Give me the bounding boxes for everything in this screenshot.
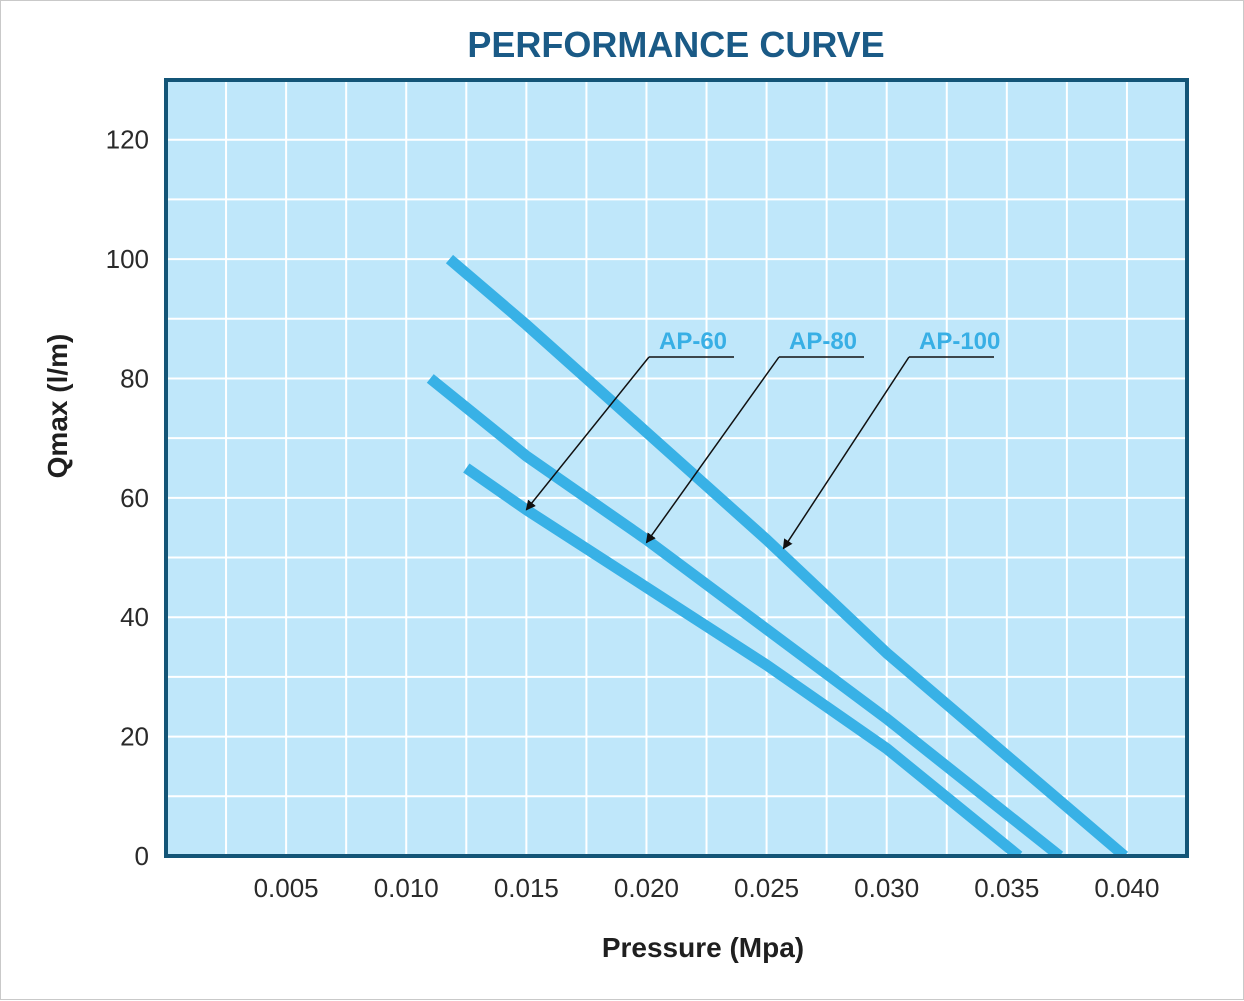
plot-frame: [164, 78, 1189, 858]
series-line-ap-80: [426, 374, 1064, 856]
y-tick-label: 60: [120, 483, 149, 513]
grid: [166, 80, 1187, 856]
y-axis-title: Qmax (l/m): [42, 334, 73, 479]
x-tick-label: 0.015: [494, 873, 559, 903]
y-axis-ticks: 0 20 40 60 80 100 120: [106, 125, 149, 871]
y-tick-label: 80: [120, 363, 149, 393]
series-labels: AP-60 AP-80 AP-100: [525, 328, 1000, 550]
x-tick-label: 0.040: [1094, 873, 1159, 903]
y-tick-label: 40: [120, 602, 149, 632]
series-label-ap-80: AP-80: [789, 328, 857, 355]
x-tick-label: 0.010: [374, 873, 439, 903]
series-line-ap-60: [463, 463, 1023, 856]
y-tick-label: 20: [120, 722, 149, 752]
y-tick-label: 120: [106, 125, 149, 155]
plot-area: [166, 80, 1187, 856]
curves: [426, 254, 1129, 856]
y-tick-label: 100: [106, 244, 149, 274]
y-tick-label: 0: [135, 841, 149, 871]
label-arrow: [645, 356, 780, 544]
x-axis-title: Pressure (Mpa): [602, 932, 804, 963]
x-tick-label: 0.020: [614, 873, 679, 903]
chart-title: PERFORMANCE CURVE: [467, 24, 884, 65]
series-label-ap-60: AP-60: [659, 328, 727, 355]
x-tick-label: 0.030: [854, 873, 919, 903]
label-arrow: [525, 356, 650, 511]
x-tick-label: 0.005: [254, 873, 319, 903]
x-axis-ticks: 0.005 0.010 0.015 0.020 0.025 0.030 0.035 0.040: [254, 873, 1160, 903]
series-line-ap-100: [445, 254, 1129, 856]
series-label-ap-100: AP-100: [919, 328, 1000, 355]
x-tick-label: 0.025: [734, 873, 799, 903]
x-tick-label: 0.035: [974, 873, 1039, 903]
label-arrow: [782, 356, 910, 550]
